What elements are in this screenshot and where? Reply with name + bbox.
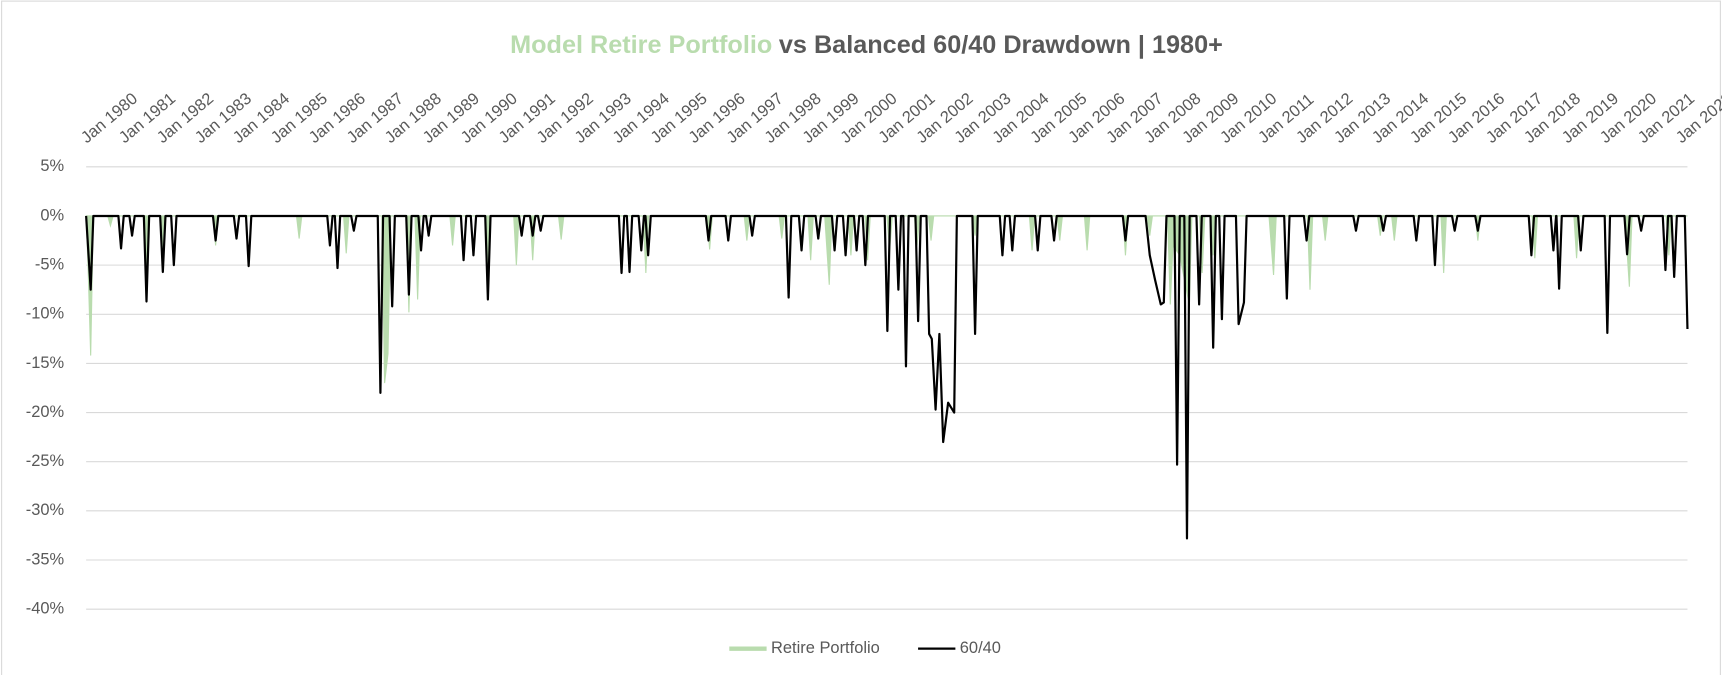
chart-title: Model Retire Portfolio vs Balanced 60/40 … — [510, 31, 1223, 59]
y-tick-label: -5% — [35, 255, 65, 273]
y-tick-label: -40% — [26, 599, 65, 617]
y-tick-label: -30% — [26, 501, 65, 519]
y-tick-label: -25% — [26, 452, 65, 470]
y-tick-label: -20% — [26, 403, 65, 421]
legend-label: 60/40 — [960, 639, 1001, 657]
y-tick-label: -35% — [26, 550, 65, 568]
y-tick-label: 5% — [40, 157, 64, 175]
legend-label: Retire Portfolio — [771, 639, 880, 657]
line-series — [85, 214, 1689, 540]
y-tick-label: -15% — [26, 354, 65, 372]
title-rest: vs Balanced 60/40 Drawdown | 1980+ — [779, 31, 1223, 59]
y-tick-label: -10% — [26, 305, 65, 323]
y-tick-label: 0% — [40, 206, 64, 224]
title-highlight: Model Retire Portfolio — [510, 31, 772, 59]
